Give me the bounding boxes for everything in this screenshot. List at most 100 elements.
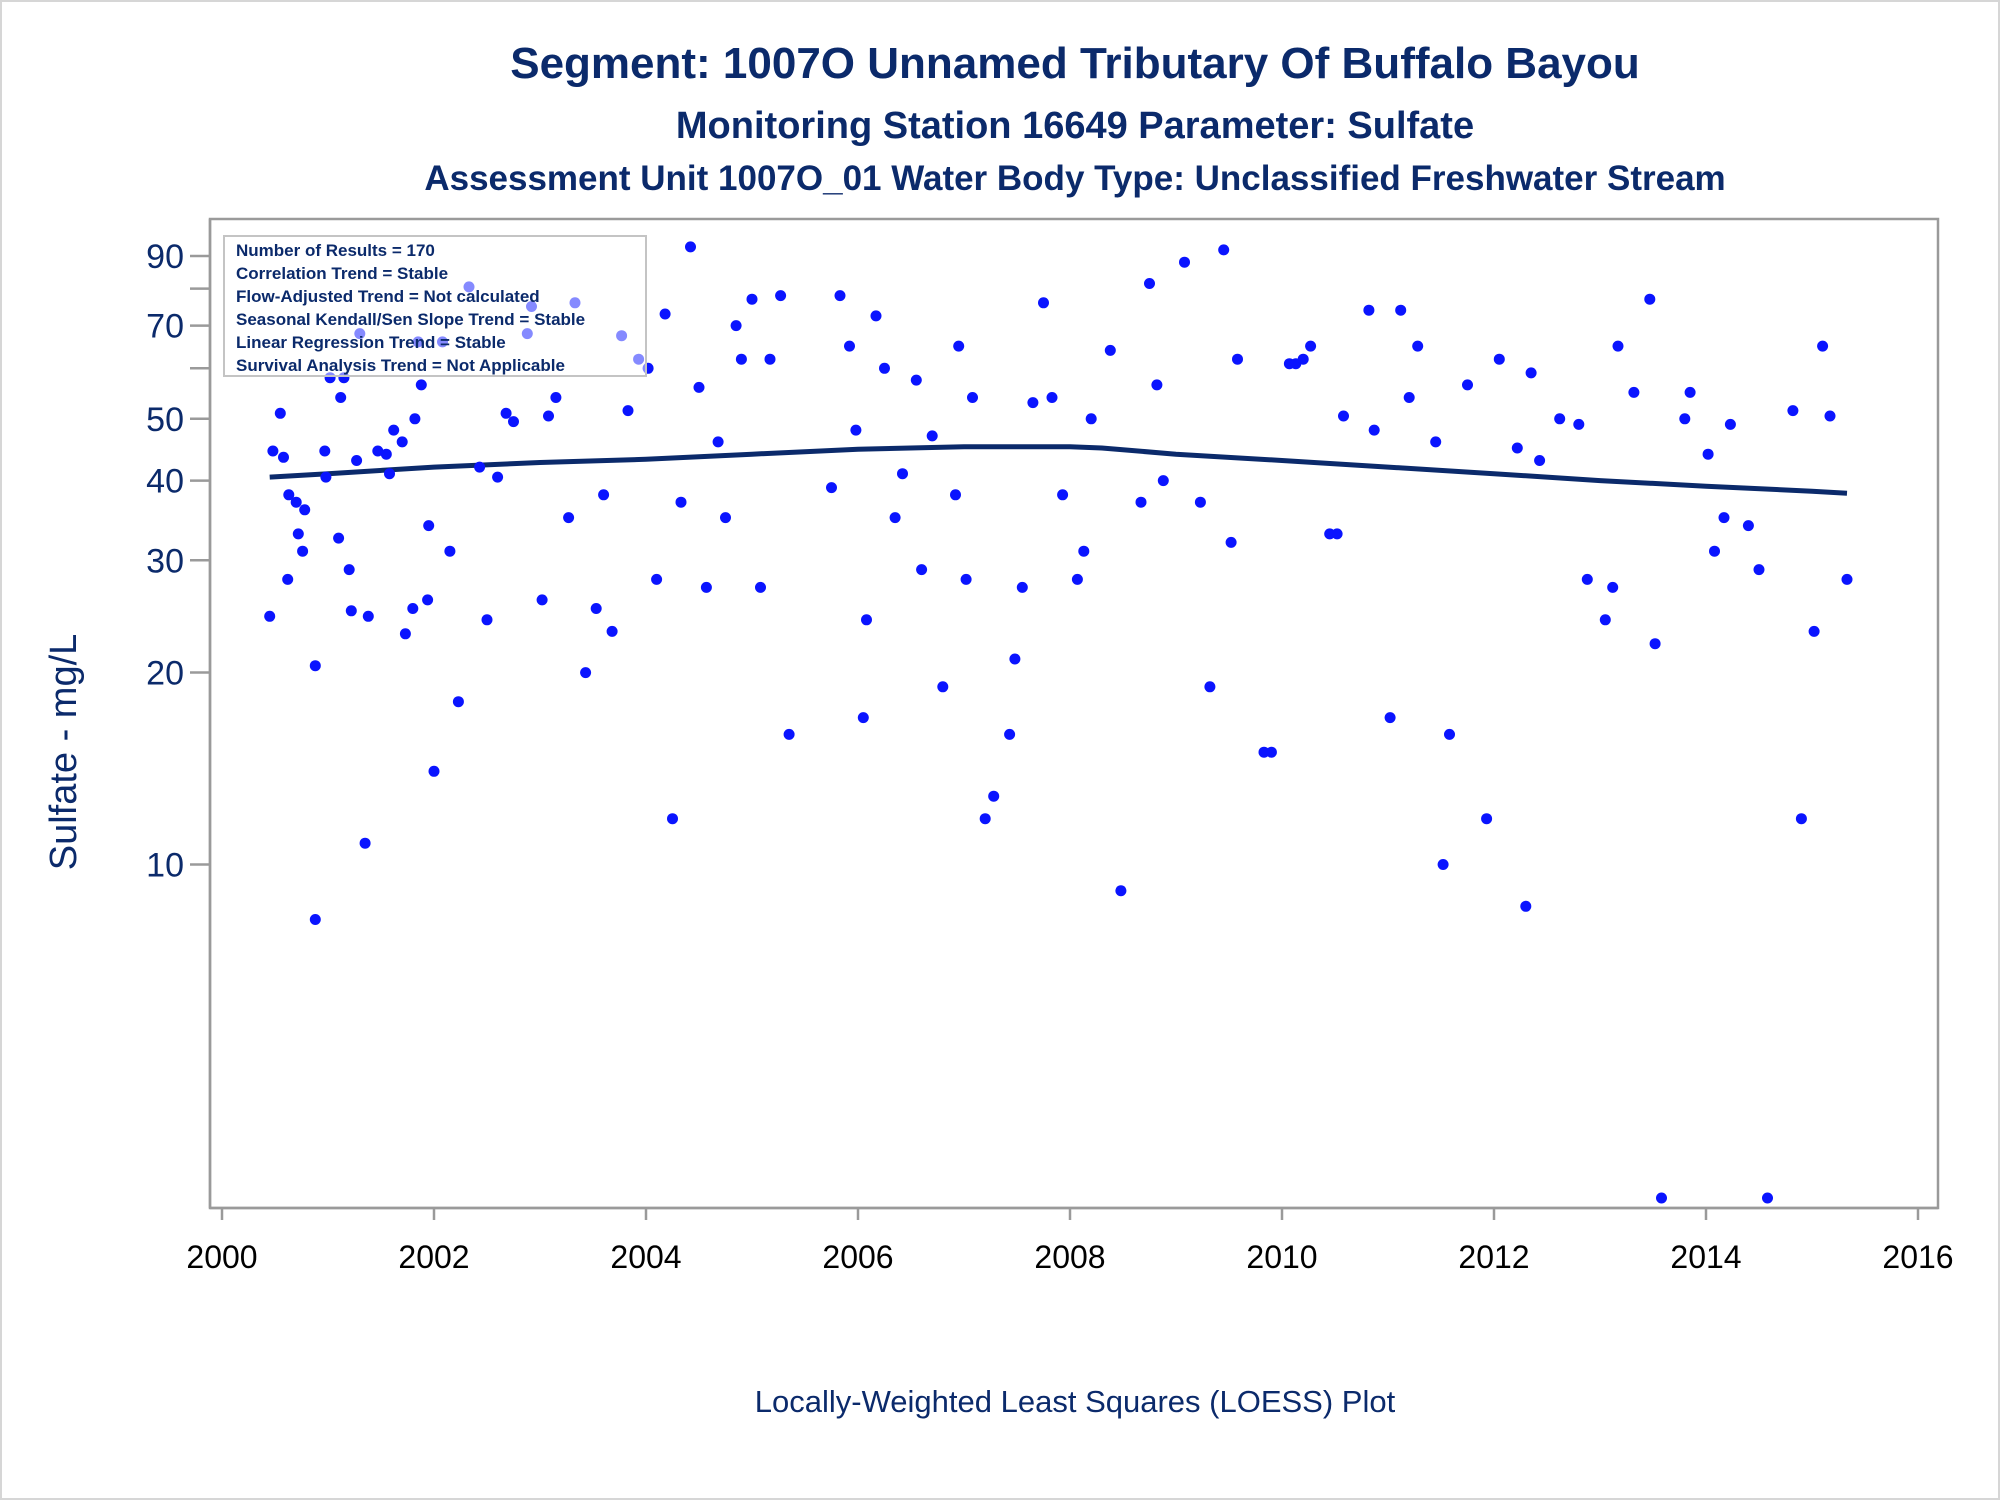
data-point — [452, 696, 464, 708]
y-axis-label: Sulfate - mg/L — [43, 634, 85, 871]
data-point — [1841, 573, 1853, 585]
data-point — [1787, 405, 1799, 417]
data-point — [953, 340, 965, 352]
x-axis: 2000 2002 2004 2006 2008 2010 2012 2014 2016 — [186, 1206, 1954, 1275]
data-point — [362, 610, 374, 622]
data-point — [1612, 340, 1624, 352]
data-point — [775, 290, 787, 302]
y-tick-label: 10 — [146, 847, 184, 885]
data-point — [320, 471, 332, 483]
data-point — [889, 512, 901, 524]
data-point — [399, 628, 411, 640]
data-point — [1338, 410, 1349, 422]
data-point — [1395, 304, 1407, 316]
data-point — [1179, 256, 1190, 268]
data-point — [1824, 410, 1836, 422]
data-point — [351, 455, 363, 466]
data-point — [926, 430, 938, 442]
chart-subtitle-2: Assessment Unit 1007O_01 Water Body Type… — [424, 159, 1725, 198]
data-point — [543, 410, 554, 422]
x-tick-label: 2014 — [1670, 1239, 1741, 1275]
data-point — [264, 610, 276, 622]
footnote: Locally-Weighted Least Squares (LOESS) P… — [755, 1384, 1396, 1419]
data-point — [844, 340, 855, 352]
data-point — [407, 603, 419, 614]
x-tick-label: 2016 — [1882, 1239, 1953, 1275]
data-point — [1742, 520, 1754, 532]
data-point — [396, 436, 408, 448]
data-point — [423, 520, 435, 532]
x-tick-label: 2006 — [822, 1239, 893, 1275]
data-point — [474, 461, 486, 473]
data-point — [492, 471, 504, 483]
data-point — [1057, 489, 1069, 501]
data-point — [746, 293, 758, 305]
data-point — [730, 320, 742, 332]
data-point — [274, 407, 286, 419]
data-point — [1628, 386, 1640, 398]
data-point — [755, 581, 766, 593]
data-point — [1078, 545, 1090, 557]
data-point — [1038, 297, 1049, 309]
data-point — [384, 468, 395, 480]
data-point — [345, 605, 357, 617]
data-point — [1297, 353, 1309, 365]
data-point — [297, 545, 309, 557]
data-point — [563, 512, 575, 524]
data-point — [1573, 418, 1585, 430]
data-point — [428, 765, 440, 777]
data-point — [1384, 712, 1396, 724]
data-point — [1265, 746, 1277, 758]
data-point — [380, 448, 392, 460]
data-point — [937, 681, 949, 693]
data-point — [850, 424, 862, 436]
data-point — [1046, 392, 1058, 403]
data-point — [1363, 304, 1375, 316]
data-point — [1437, 859, 1449, 870]
data-point — [1218, 244, 1230, 256]
data-point — [834, 290, 846, 302]
data-point — [292, 528, 304, 540]
data-point — [659, 308, 671, 320]
data-point — [372, 445, 384, 457]
data-point — [282, 573, 294, 585]
chart-title: Segment: 1007O Unnamed Tributary Of Buff… — [510, 39, 1640, 88]
data-point — [667, 813, 678, 825]
data-point — [1679, 413, 1691, 425]
data-point — [1144, 278, 1155, 289]
data-point — [1430, 436, 1442, 448]
x-tick-label: 2008 — [1034, 1239, 1105, 1275]
data-point — [1444, 728, 1455, 740]
data-point — [1520, 900, 1532, 912]
stats-line-linear-regression: Linear Regression Trend = Stable — [236, 333, 506, 352]
y-tick-label: 90 — [146, 238, 184, 276]
data-point — [1817, 340, 1829, 352]
data-point — [606, 625, 618, 637]
data-point — [481, 614, 493, 626]
data-point — [1656, 1192, 1667, 1204]
data-point — [1368, 424, 1380, 436]
stats-box: Number of Results = 170 Correlation Tren… — [223, 235, 647, 377]
data-point — [309, 660, 321, 672]
data-point — [1157, 475, 1169, 487]
data-point — [910, 374, 922, 386]
data-point — [897, 468, 908, 480]
data-point — [359, 837, 371, 849]
data-point — [1481, 813, 1493, 825]
data-point — [333, 532, 345, 544]
data-point — [967, 392, 978, 403]
data-point — [712, 436, 724, 448]
data-point — [1724, 418, 1736, 430]
data-point — [598, 489, 610, 501]
data-point — [857, 712, 869, 724]
data-point — [1534, 455, 1546, 466]
data-point — [870, 310, 882, 322]
data-point — [764, 353, 776, 365]
data-point — [335, 392, 347, 403]
data-point — [1709, 545, 1720, 557]
data-point — [1644, 293, 1656, 305]
data-point — [1511, 442, 1523, 454]
stats-line-correlation: Correlation Trend = Stable — [236, 264, 448, 283]
data-point — [1808, 625, 1820, 637]
